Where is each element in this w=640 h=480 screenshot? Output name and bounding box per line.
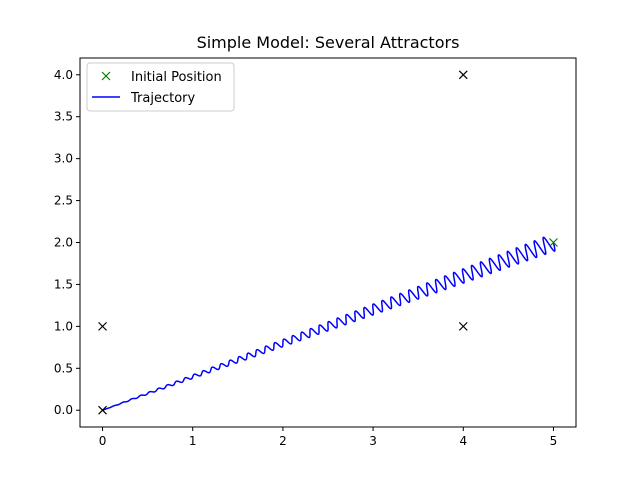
legend-label: Trajectory [130,91,195,106]
y-tick-label: 2.5 [54,194,73,208]
attractor-marker-2 [458,321,468,331]
x-tick-label: 4 [459,434,467,448]
x-tick-label: 3 [369,434,377,448]
legend-box [86,62,235,112]
y-tick-label: 0.0 [54,403,73,417]
y-tick-label: 2.0 [54,236,73,250]
legend-marker-icon-stroke-b [101,71,111,81]
initial-position-marker-0 [549,238,558,247]
axes: 0 1 2 3 4 5 0.0 0.5 1.0 1.5 2.0 2.5 3.0 3.5 4.0 [54,57,577,448]
attractor-marker-1-stroke-b [98,321,107,331]
x-tick-label: 1 [189,434,197,448]
y-tick-label: 1.5 [54,277,73,291]
attractor-marker-3-stroke-b [458,70,468,80]
y-tick-label: 4.0 [54,68,73,82]
attractor-marker-1 [98,321,107,331]
chart-title: Simple Model: Several Attractors [197,33,460,52]
legend-label: Initial Position [131,70,222,85]
y-tick-label: 1.0 [54,319,73,333]
y-tick-label: 3.5 [54,110,73,124]
attractor-marker-0-stroke-b [98,405,107,415]
plot-area [98,70,558,415]
attractor-marker-2-stroke-b [458,321,468,331]
trajectory-line [101,236,556,411]
y-tick-label: 3.0 [54,152,73,166]
legend-marker-icon [101,71,111,81]
legend-entry: Initial Position [101,70,222,85]
initial-position-marker-0-stroke-b [549,238,558,247]
attractor-marker-3 [458,70,468,80]
y-tick-label: 0.5 [54,361,73,375]
x-tick-label: 0 [99,434,107,448]
legend: Initial Position Trajectory [86,62,235,112]
x-tick-label: 2 [279,434,287,448]
x-tick-label: 5 [550,434,558,448]
legend-entry: Trajectory [92,91,195,106]
attractor-marker-0 [98,405,107,415]
